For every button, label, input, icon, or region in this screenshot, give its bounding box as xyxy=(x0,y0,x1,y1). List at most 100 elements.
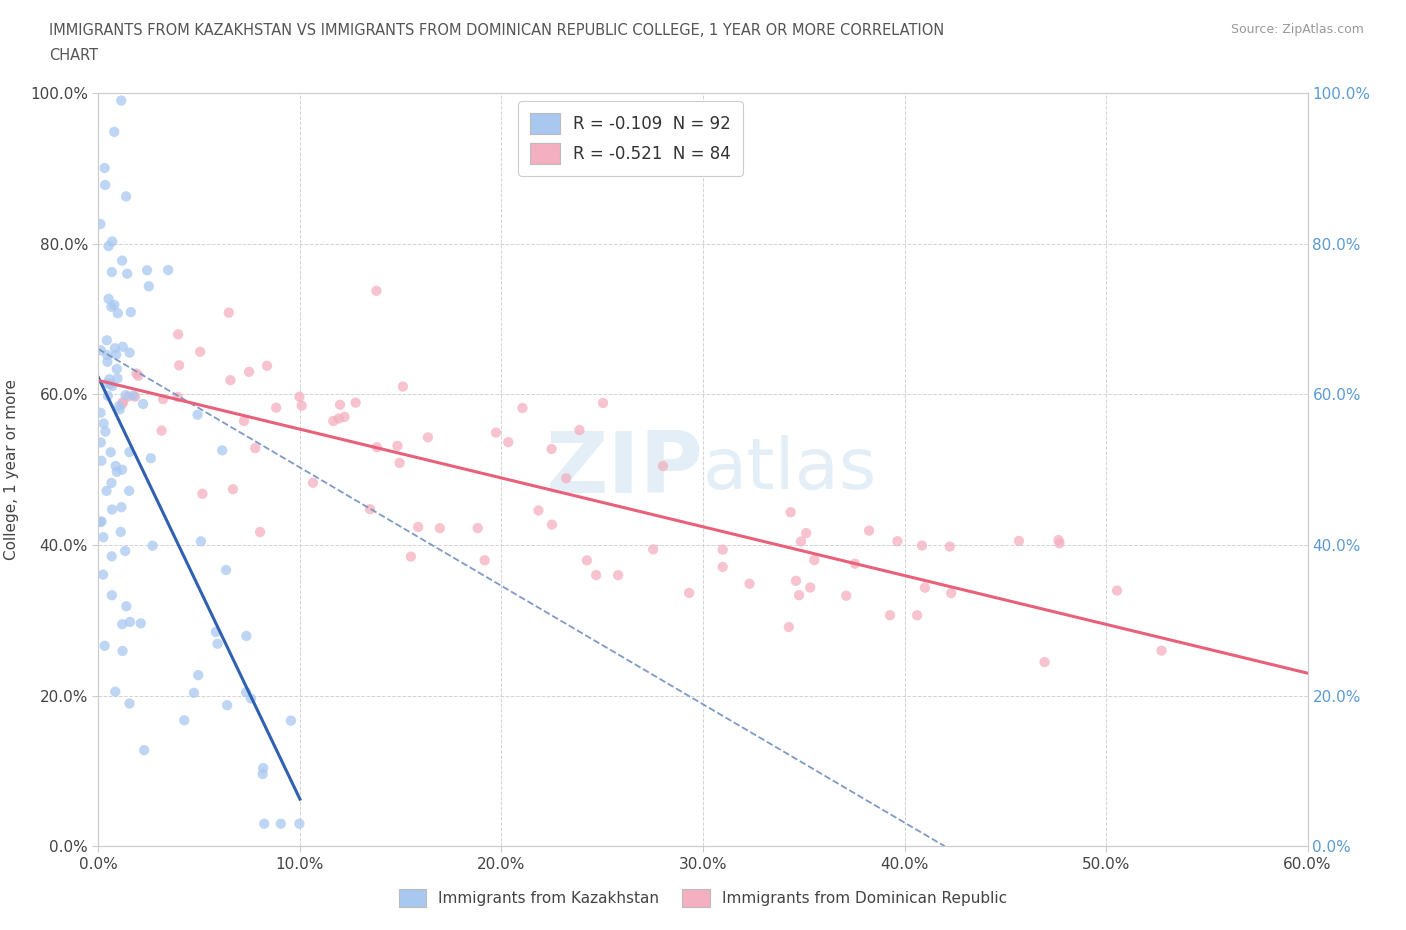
Point xyxy=(222,482,245,497)
Point xyxy=(104,684,127,699)
Point xyxy=(103,125,125,140)
Point xyxy=(778,619,800,634)
Point xyxy=(93,161,115,176)
Point xyxy=(485,425,508,440)
Point xyxy=(100,475,122,490)
Point xyxy=(233,414,256,429)
Point xyxy=(711,542,734,557)
Point xyxy=(90,514,112,529)
Point xyxy=(512,401,534,416)
Point xyxy=(114,543,136,558)
Point xyxy=(1033,655,1056,670)
Point xyxy=(328,411,350,426)
Point xyxy=(399,550,422,565)
Point xyxy=(105,347,128,362)
Point xyxy=(104,340,127,355)
Point xyxy=(575,553,598,568)
Point xyxy=(803,552,825,567)
Point xyxy=(91,567,114,582)
Point xyxy=(107,371,129,386)
Point xyxy=(498,434,520,449)
Point xyxy=(914,580,936,595)
Point xyxy=(835,589,858,604)
Point xyxy=(844,556,866,571)
Point xyxy=(89,405,111,420)
Point xyxy=(249,525,271,539)
Point xyxy=(191,486,214,501)
Point xyxy=(127,368,149,383)
Point xyxy=(118,445,141,459)
Point xyxy=(117,390,139,405)
Point xyxy=(392,379,415,394)
Point xyxy=(643,542,665,557)
Point xyxy=(111,396,134,411)
Point xyxy=(329,397,352,412)
Point xyxy=(467,521,489,536)
Point xyxy=(787,588,810,603)
Point xyxy=(101,502,124,517)
Point xyxy=(115,599,138,614)
Point xyxy=(108,398,131,413)
Point xyxy=(738,577,761,591)
Point xyxy=(252,761,274,776)
Point xyxy=(96,354,118,369)
Point xyxy=(1047,533,1070,548)
Point xyxy=(406,520,429,535)
Point xyxy=(110,525,132,539)
Point xyxy=(89,217,111,232)
Point xyxy=(100,299,122,314)
Point xyxy=(115,189,138,204)
Point xyxy=(110,93,132,108)
Point xyxy=(652,458,675,473)
Point xyxy=(132,396,155,411)
Point xyxy=(245,441,267,456)
Point xyxy=(794,525,817,540)
Point xyxy=(173,713,195,728)
Point xyxy=(252,766,274,781)
Point xyxy=(941,586,963,601)
Point xyxy=(101,588,124,603)
Point xyxy=(785,574,807,589)
Point xyxy=(291,398,314,413)
Point xyxy=(253,817,276,831)
Point xyxy=(111,394,134,409)
Point xyxy=(1049,536,1071,551)
Text: atlas: atlas xyxy=(703,435,877,504)
Point xyxy=(235,684,257,699)
Point xyxy=(607,567,630,582)
Text: CHART: CHART xyxy=(49,48,98,63)
Point xyxy=(150,423,173,438)
Point xyxy=(129,616,152,631)
Point xyxy=(911,538,934,553)
Point xyxy=(218,305,240,320)
Legend: Immigrants from Kazakhstan, Immigrants from Dominican Republic: Immigrants from Kazakhstan, Immigrants f… xyxy=(392,884,1014,913)
Point xyxy=(387,438,409,453)
Text: Source: ZipAtlas.com: Source: ZipAtlas.com xyxy=(1230,23,1364,36)
Text: ZIP: ZIP xyxy=(546,428,703,512)
Point xyxy=(239,691,262,706)
Point xyxy=(190,534,212,549)
Point xyxy=(1008,534,1031,549)
Point xyxy=(333,409,356,424)
Legend: R = -0.109  N = 92, R = -0.521  N = 84: R = -0.109 N = 92, R = -0.521 N = 84 xyxy=(519,101,742,176)
Point xyxy=(139,451,162,466)
Point xyxy=(90,343,112,358)
Point xyxy=(217,698,239,712)
Point xyxy=(98,372,121,387)
Point xyxy=(264,400,287,415)
Point xyxy=(592,395,614,410)
Point xyxy=(104,458,127,473)
Point xyxy=(366,284,388,299)
Point xyxy=(97,389,120,404)
Point xyxy=(235,629,257,644)
Point xyxy=(111,253,134,268)
Point xyxy=(103,298,125,312)
Point xyxy=(105,362,128,377)
Point xyxy=(288,390,311,405)
Point xyxy=(540,442,562,457)
Point xyxy=(117,266,139,281)
Point xyxy=(134,743,156,758)
Point xyxy=(96,484,118,498)
Point xyxy=(215,563,238,578)
Point xyxy=(429,521,451,536)
